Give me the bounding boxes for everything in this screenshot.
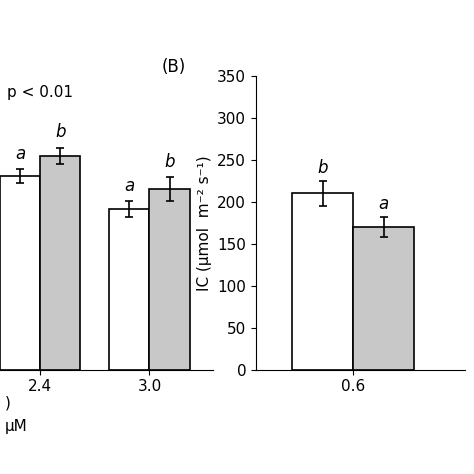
Bar: [292, 193, 353, 370]
Text: b: b: [55, 123, 65, 141]
Bar: [0, 176, 40, 370]
Bar: [353, 227, 414, 370]
Bar: [149, 190, 190, 370]
Text: (B): (B): [162, 58, 186, 76]
Text: μM: μM: [5, 419, 27, 434]
Text: ): ): [5, 396, 10, 410]
Text: b: b: [164, 153, 175, 171]
Bar: [40, 156, 80, 370]
Y-axis label: IC (μmol  m⁻² s⁻¹): IC (μmol m⁻² s⁻¹): [197, 155, 212, 291]
Bar: [109, 210, 149, 370]
Text: p < 0.01: p < 0.01: [7, 85, 73, 100]
Text: a: a: [124, 177, 135, 195]
Text: a: a: [379, 195, 389, 213]
Text: b: b: [318, 159, 328, 177]
Text: a: a: [15, 145, 25, 163]
